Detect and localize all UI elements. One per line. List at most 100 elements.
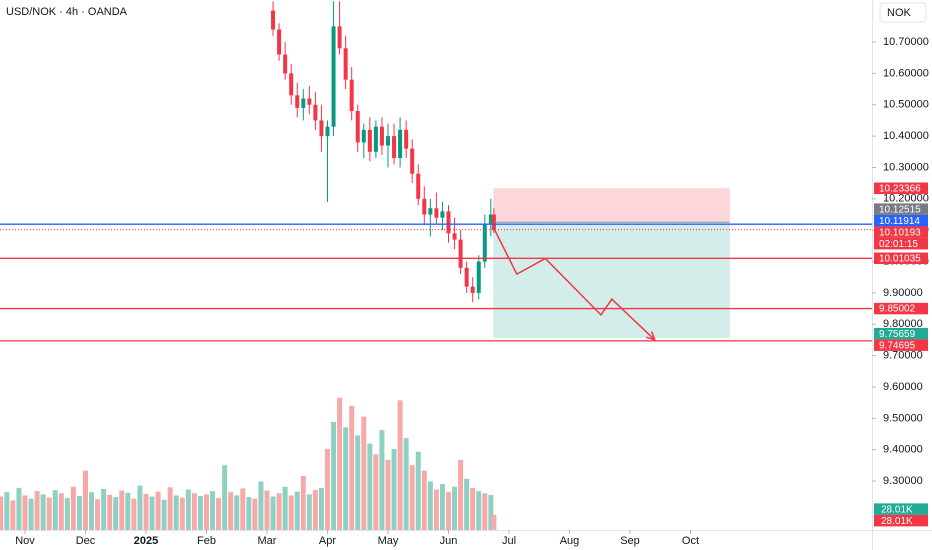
price-label: 10.10193	[879, 227, 921, 238]
y-tick-label: 9.40000	[883, 444, 923, 456]
candle-body	[416, 173, 421, 199]
volume-bar	[491, 514, 497, 530]
currency-button[interactable]	[879, 2, 927, 23]
volume-bar	[476, 491, 482, 530]
x-tick-label: 2025	[134, 535, 158, 547]
candle-body	[491, 214, 496, 231]
volume-bar	[421, 470, 427, 530]
volume-bar	[264, 490, 270, 530]
volume-label-bg	[874, 514, 928, 527]
volume-bar	[331, 422, 337, 530]
volume-bar	[258, 481, 264, 530]
x-tick-label: Aug	[560, 535, 580, 547]
price-label: 02:01:15	[879, 239, 918, 250]
candle-body	[464, 267, 469, 287]
volume-bar	[191, 493, 197, 530]
price-label-bg	[874, 182, 928, 195]
volume-bar	[197, 495, 203, 530]
volume-bar	[355, 435, 361, 530]
price-label-bg	[874, 214, 928, 227]
y-tick-label: 9.70000	[883, 350, 923, 362]
volume-bar	[137, 485, 143, 530]
price-label-bg	[874, 237, 928, 250]
volume-bar	[119, 490, 125, 530]
volume-bar	[149, 496, 155, 530]
candle-body	[422, 198, 427, 215]
volume-bar	[343, 427, 349, 530]
x-tick-label: Jun	[440, 535, 458, 547]
volume-bar	[228, 492, 234, 530]
candle-body	[385, 136, 390, 146]
volume-bar	[185, 489, 191, 530]
price-label: 10.12515	[879, 204, 921, 215]
volume-bar	[379, 430, 385, 530]
volume-bar	[64, 498, 70, 530]
y-tick-label: 10.50000	[883, 99, 929, 111]
volume-bar	[391, 449, 397, 530]
x-tick-label: Mar	[258, 535, 277, 547]
candle-body	[331, 26, 336, 127]
price-label: 9.74695	[879, 340, 916, 351]
volume-bar	[349, 405, 355, 530]
candle-body	[307, 98, 312, 105]
candle-body	[295, 95, 300, 108]
volume-bar	[240, 488, 246, 530]
candle-body	[343, 48, 348, 80]
volume-bar	[95, 499, 101, 530]
volume-bar	[0, 496, 4, 530]
volume-bar	[337, 397, 343, 530]
candle-body	[289, 73, 294, 96]
price-label: 9.75659	[879, 329, 916, 340]
volume-bar	[143, 493, 149, 530]
candle-body	[319, 120, 324, 137]
volume-bar	[89, 492, 95, 530]
volume-bar	[470, 487, 476, 530]
volume-label: 28.01K	[881, 504, 913, 515]
price-label-bg	[874, 327, 928, 340]
volume-bar	[101, 488, 107, 530]
volume-bar	[179, 497, 185, 530]
price-label: 10.23366	[879, 183, 921, 194]
y-tick-label: 10.30000	[883, 161, 929, 173]
candle-body	[392, 136, 397, 159]
candle-body	[452, 233, 457, 240]
candle-body	[367, 129, 372, 152]
y-tick-label: 9.80000	[883, 318, 923, 330]
candle-body	[283, 54, 288, 74]
candle-body	[488, 214, 493, 224]
volume-bar	[4, 492, 10, 530]
candle-body	[470, 286, 475, 293]
volume-bar	[452, 486, 458, 530]
volume-bar	[270, 496, 276, 530]
price-label: 10.01035	[879, 253, 921, 264]
candle-body	[379, 126, 384, 146]
x-tick-label: Apr	[319, 535, 336, 547]
price-label-bg	[874, 203, 928, 215]
volume-bar	[482, 493, 488, 530]
volume-bar	[125, 492, 131, 530]
price-label: 9.85002	[879, 304, 916, 315]
volume-bar	[458, 459, 464, 530]
candle-body	[313, 104, 318, 121]
candle-body	[271, 10, 276, 30]
y-tick-label: 9.90000	[883, 287, 923, 299]
price-label-bg	[874, 339, 928, 351]
volume-bar	[46, 497, 52, 530]
volume-bar	[28, 498, 34, 530]
candle-body	[361, 129, 366, 143]
candle-body	[446, 211, 451, 234]
volume-bar	[439, 484, 445, 530]
plot-area	[0, 1, 872, 530]
volume-bar	[173, 495, 179, 530]
volume-bar	[161, 499, 167, 530]
candle-body	[277, 29, 282, 55]
volume-bar	[113, 497, 119, 530]
candle-body	[398, 129, 403, 159]
y-tick-label: 9.50000	[883, 412, 923, 424]
price-label-bg	[874, 302, 928, 315]
volume-bar	[488, 494, 494, 530]
candle-body	[482, 223, 487, 262]
volume-bar	[288, 495, 294, 530]
y-tick-label: 10.60000	[883, 67, 929, 79]
